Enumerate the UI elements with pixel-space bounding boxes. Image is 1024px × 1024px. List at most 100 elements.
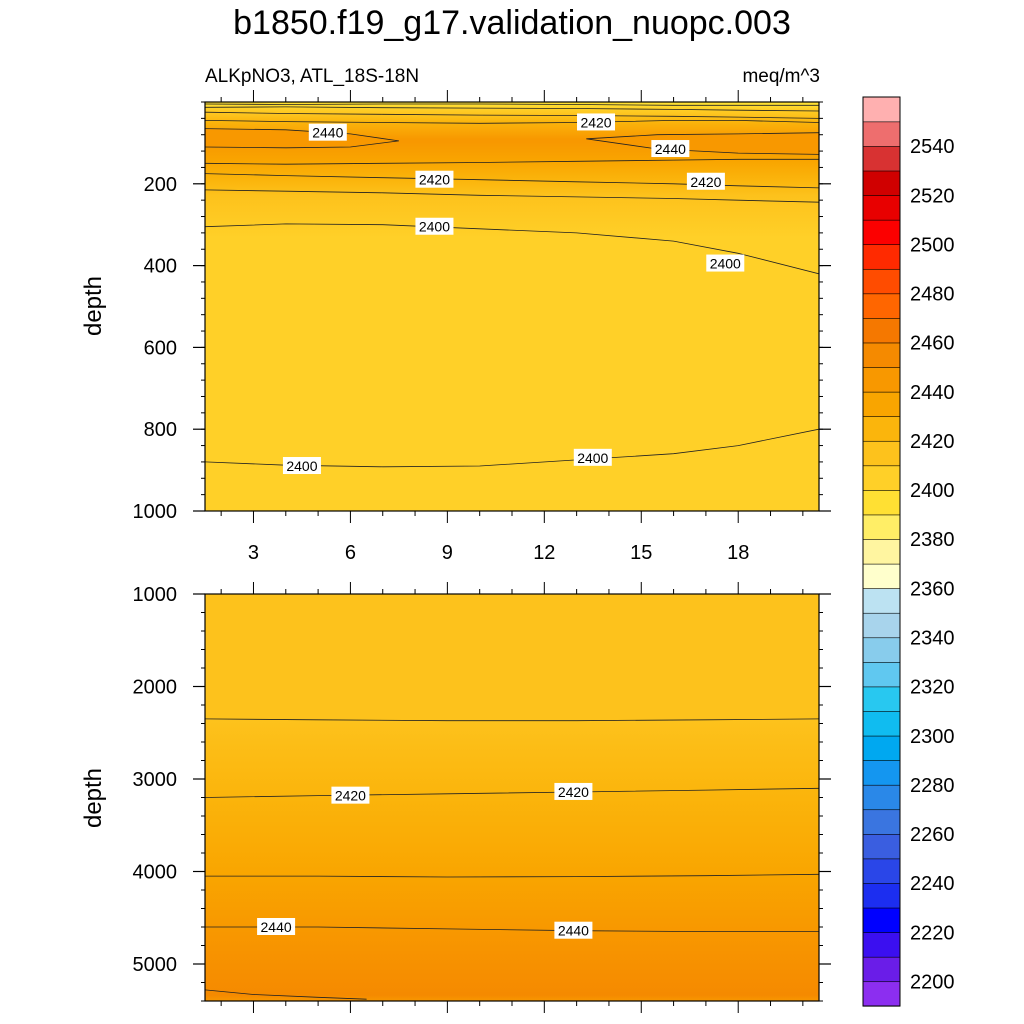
colorbar-label: 2320 [910,677,955,699]
colorbar-label: 2280 [910,775,955,797]
contour-label: 2420 [686,172,725,190]
colorbar-swatch [862,391,901,417]
contour-label-text: 2400 [286,458,317,474]
x-tick-label: 6 [345,542,356,564]
colorbar-label: 2440 [910,382,955,404]
colorbar-label: 2340 [910,627,955,649]
contour-label: 2400 [282,457,321,475]
contour-line-2450 [205,989,367,1000]
contour-line-2420 [205,120,819,124]
contour-label: 2420 [577,113,616,131]
upper-panel: 2420 2440 2440 2420 2420 2400 2400 2400 2400 200 4… [133,90,831,564]
colorbar-label: 2480 [910,284,955,306]
colorbar-swatch [862,366,901,393]
colorbar-label: 2300 [910,726,955,748]
colorbar-swatch [862,538,901,565]
colorbar: 2200 2220 2240 2260 2280 2300 2320 2340 2360 2380… [862,96,955,1007]
contour-label: 2440 [308,123,347,141]
x-tick-label: 15 [630,542,652,564]
contour-label-text: 2420 [580,114,611,130]
lower-panel: 2420 2420 2440 2440 1000 2000 3000 4000 5000 [133,582,831,1013]
contour-label: 2400 [415,217,454,235]
x-tick-label: 9 [442,542,453,564]
colorbar-swatch [862,342,901,368]
contour-line-2420 [205,787,819,798]
colorbar-swatch [862,121,901,147]
contour-line-2400 [205,223,819,275]
contour-line-2440 [205,128,399,149]
colorbar-label: 2540 [910,136,955,158]
contour-fill [205,102,819,511]
y-tick-label: 200 [144,174,177,196]
y-tick-label: 2000 [133,677,178,699]
colorbar-swatch [862,219,901,246]
contour-label-text: 2440 [312,125,343,141]
contour-label-text: 2420 [690,174,721,190]
contour-label-text: 2420 [558,784,589,800]
contour-line-2440 [205,926,819,932]
y-tick-label: 800 [144,419,177,441]
x-tick-label: 18 [727,542,749,564]
contour-fill [205,594,819,1001]
colorbar-label: 2240 [910,873,955,895]
colorbar-swatch [862,956,901,983]
colorbar-label: 2400 [910,480,955,502]
colorbar-swatch [862,735,901,761]
colorbar-swatch [862,563,901,589]
colorbar-label: 2500 [910,234,955,256]
y-tick-label: 1000 [133,501,178,523]
contour-label-text: 2400 [710,256,741,272]
contour-label: 2420 [415,170,454,188]
y-tick-label: 3000 [133,769,178,791]
colorbar-swatch [862,145,901,172]
contour-label: 2440 [651,140,690,158]
colorbar-swatch [862,637,901,663]
upper-y-axis-label: depth [80,276,107,336]
colorbar-swatch [862,661,901,688]
contour-label: 2420 [331,786,370,804]
y-tick-label: 1000 [133,584,178,606]
colorbar-swatch [862,760,901,786]
y-tick-label: 600 [144,337,177,359]
colorbar-label: 2420 [910,431,955,453]
x-tick-label: 12 [533,542,555,564]
lower-y-axis-label: depth [80,768,107,828]
colorbar-swatch [862,170,901,196]
colorbar-swatch [862,293,901,319]
contour-line-2390 [205,103,819,106]
variable-label: ALKpNO3, ATL_18S-18N [205,66,419,87]
contour-label: 2440 [554,921,593,939]
contour-line-2410 [205,189,819,203]
colorbar-swatch [862,686,901,712]
colorbar-label: 2360 [910,578,955,600]
y-tick-label: 4000 [133,862,178,884]
colorbar-label: 2200 [910,971,955,993]
colorbar-swatch [862,514,901,540]
contour-line-2420 [205,173,819,189]
colorbar-swatch [862,858,901,884]
colorbar-swatch [862,96,901,123]
colorbar-swatch [862,416,901,442]
colorbar-swatch [862,268,901,295]
colorbar-swatch [862,809,901,835]
colorbar-label: 2220 [910,922,955,944]
contour-label: 2440 [257,918,296,935]
contour-label-text: 2400 [577,450,608,466]
colorbar-swatch [862,710,901,737]
colorbar-label: 2380 [910,529,955,551]
colorbar-label: 2260 [910,824,955,846]
colorbar-swatch [862,317,901,344]
contour-core-2440 [205,128,399,148]
contour-core-2440 [586,132,819,155]
colorbar-label: 2460 [910,333,955,355]
contour-label-text: 2440 [261,919,292,935]
colorbar-swatch [862,588,901,614]
colorbar-swatch [862,489,901,516]
colorbar-swatch [862,465,901,491]
contour-line-2430 [205,873,819,878]
contour-label-text: 2400 [419,219,450,235]
y-tick-label: 400 [144,256,177,278]
contour-label-text: 2440 [558,923,589,939]
colorbar-swatch [862,440,901,467]
